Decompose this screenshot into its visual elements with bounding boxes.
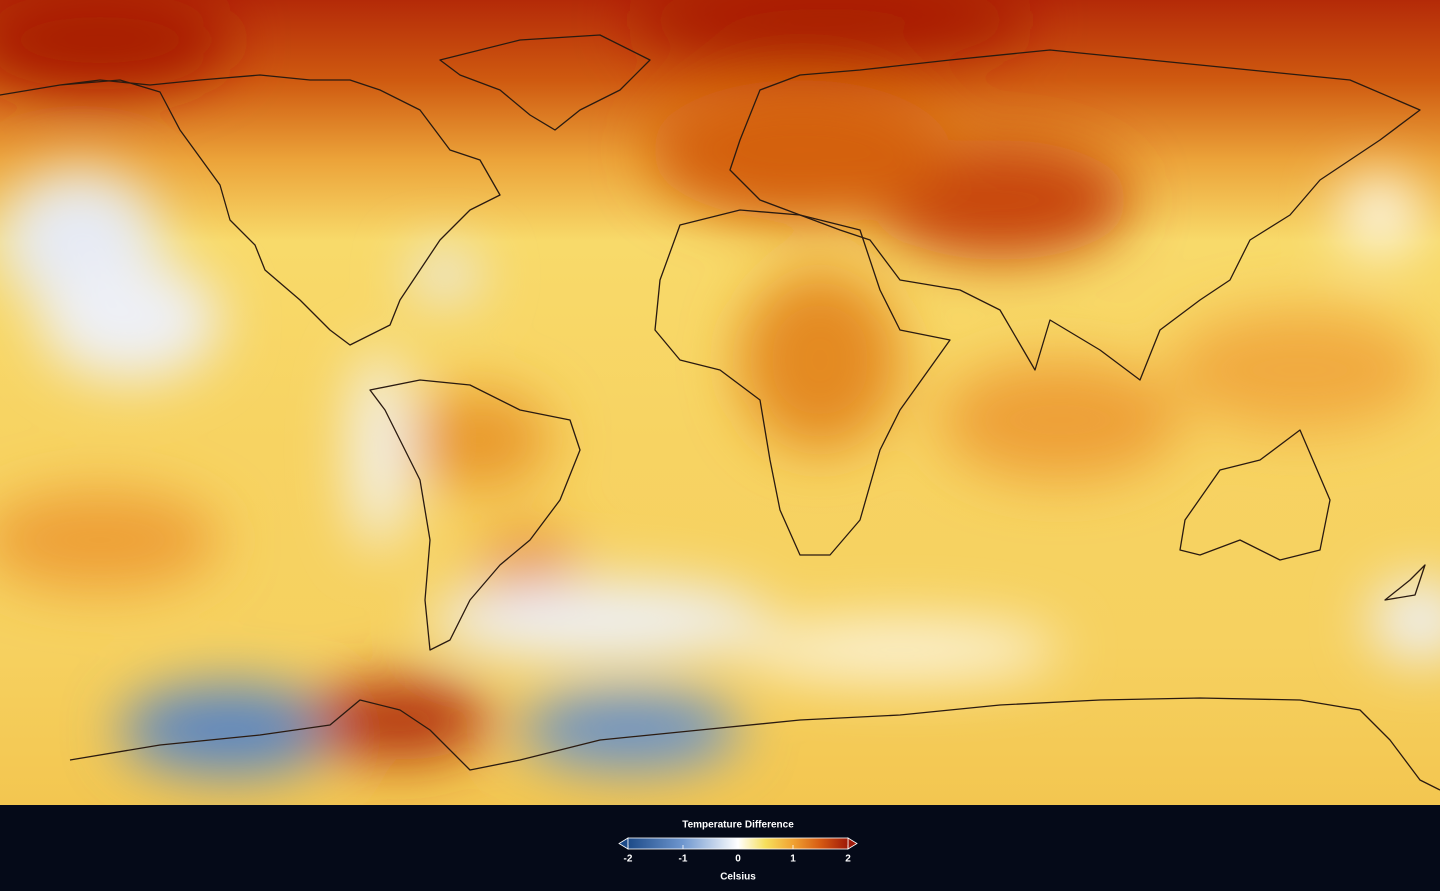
- legend-title: Temperature Difference: [682, 820, 794, 831]
- colorbar-tick-label: 2: [845, 854, 851, 865]
- legend-unit: Celsius: [720, 872, 756, 883]
- colorbar-tick-label: 0: [735, 854, 741, 865]
- colorbar-tick-label: -2: [624, 854, 633, 865]
- colorbar-tick-label: -1: [679, 854, 688, 865]
- temperature-map: [0, 0, 1440, 805]
- legend: Temperature Difference Celsius -2 -1 0 1 2: [618, 820, 858, 883]
- colorbar-tick-label: 1: [790, 854, 796, 865]
